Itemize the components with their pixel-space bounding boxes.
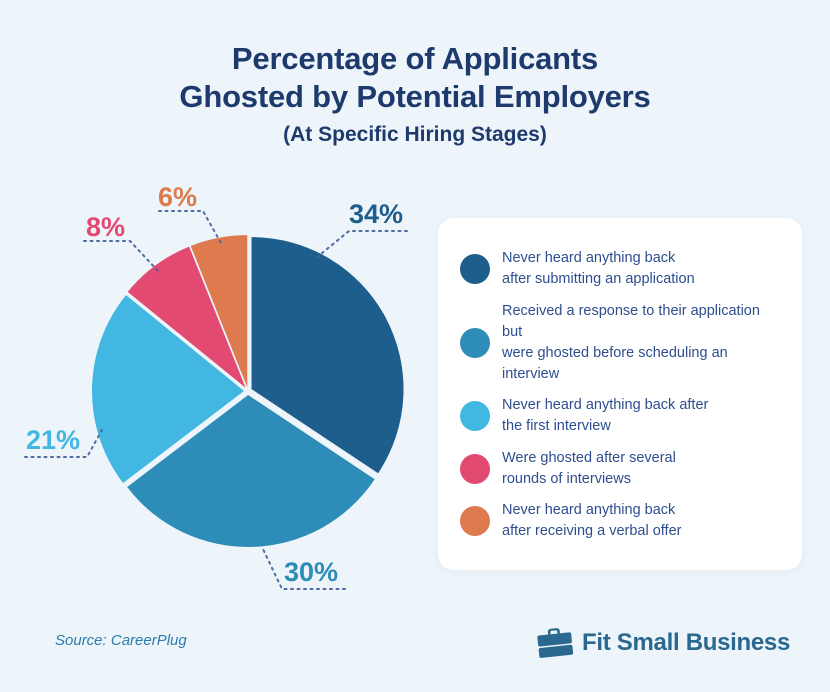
pie-chart-svg [24, 210, 408, 590]
legend-swatch-pink [460, 453, 490, 484]
page-subtitle: (At Specific Hiring Stages) [283, 123, 547, 146]
page-title-line-2: Ghosted by Potential Employers [179, 79, 651, 114]
legend: Never heard anything back after submitti… [438, 218, 802, 570]
legend-item-2: Received a response to their application… [460, 301, 784, 385]
leader-line-34 [315, 230, 408, 259]
legend-item-3: Never heard anything back after the firs… [460, 395, 784, 437]
pie-chart-area: 34% 30% 21% 8% 6% [0, 160, 450, 630]
legend-label-2: Received a response to their application… [502, 302, 760, 382]
briefcase-icon [537, 628, 574, 658]
legend-label-3: Never heard anything back after the firs… [502, 397, 709, 434]
leader-lines [24, 210, 408, 590]
pie-value-label-30: 30% [284, 557, 339, 587]
leader-line-8 [83, 240, 159, 272]
pie-slice-8% [127, 246, 246, 388]
pie-value-label-34: 34% [349, 199, 404, 229]
legend-swatch-medium-blue [460, 327, 490, 358]
pie-slice-34% [251, 237, 404, 474]
brand-name: Fit Small Business [582, 629, 790, 656]
leader-line-6 [158, 210, 222, 244]
pie-slices [91, 235, 404, 547]
legend-item-5: Never heard anything back after receivin… [460, 500, 784, 542]
brand-logo: Fit Small Business [534, 625, 790, 661]
pie-value-label-6: 6% [158, 182, 198, 212]
legend-label-5: Never heard anything back after receivin… [502, 502, 682, 539]
title-block: Percentage of Applicants Ghosted by Pote… [0, 40, 830, 147]
leader-line-30 [261, 546, 346, 590]
legend-label-4: Were ghosted after several rounds of int… [502, 449, 676, 487]
legend-swatch-light-blue [460, 401, 490, 431]
page-title-line-1: Percentage of Applicants [231, 41, 599, 76]
legend-item-1: Never heard anything back after submitti… [460, 248, 784, 290]
pie-value-label-21: 21% [26, 425, 81, 455]
pie-value-label-8: 8% [86, 212, 126, 242]
leader-line-21 [24, 429, 103, 458]
pie-slice-30% [127, 395, 375, 547]
pie-slice-21% [91, 295, 245, 483]
legend-label-1: Never heard anything back after submitti… [502, 250, 695, 287]
pie-slice-6% [190, 235, 248, 388]
source-credit: Source: CareerPlug [55, 632, 187, 649]
legend-item-4: Were ghosted after several rounds of int… [460, 448, 784, 490]
legend-swatch-dark-blue [460, 254, 490, 284]
legend-swatch-orange [460, 506, 490, 536]
